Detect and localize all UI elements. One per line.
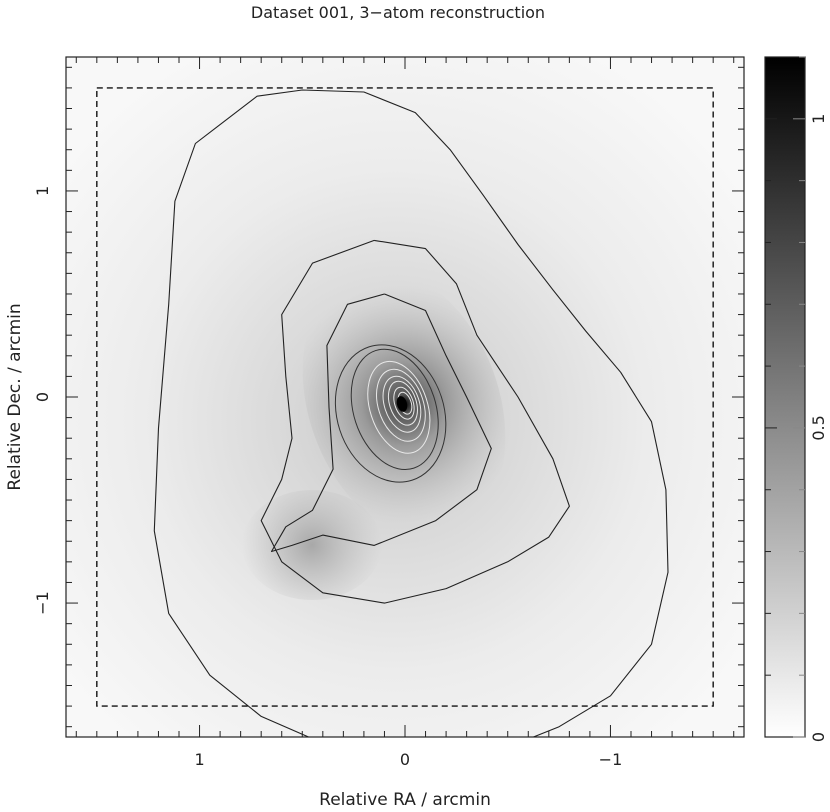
- inner-contour: [367, 360, 431, 454]
- colorbar-gradient: [764, 56, 806, 738]
- dashed-box: [96, 87, 714, 707]
- y-tick-label: 1: [33, 186, 52, 196]
- colorbar: 00.51: [764, 56, 828, 742]
- inner-contour: [382, 375, 422, 433]
- chart-title: Dataset 001, 3−atom reconstruction: [251, 3, 545, 22]
- secondary-source-glow: [242, 490, 382, 600]
- inner-contour: [350, 348, 439, 471]
- inner-contour: [387, 380, 418, 426]
- colorbar-ticks: 00.51: [765, 56, 828, 742]
- x-axis-ticks: 1 0 −1: [75, 57, 735, 769]
- plot-area: [66, 57, 744, 737]
- inner-contour: [376, 368, 426, 442]
- inner-contour: [334, 344, 447, 483]
- peak-core: [396, 396, 408, 412]
- x-tick-label: −1: [599, 750, 623, 769]
- contour-lines: [153, 89, 669, 737]
- x-tick-label: 1: [194, 750, 204, 769]
- y-tick-label: 0: [33, 392, 52, 402]
- contour-third: [270, 293, 492, 553]
- colorbar-tick-label: 0.5: [809, 415, 828, 440]
- y-axis-label: Relative Dec. / arcmin: [5, 303, 25, 490]
- y-tick-label: −1: [33, 591, 52, 615]
- x-tick-label: 0: [400, 750, 410, 769]
- colorbar-tick-label: 0: [809, 732, 828, 742]
- inner-contour: [393, 386, 415, 420]
- contour-second: [260, 239, 570, 604]
- colorbar-tick-label: 1: [809, 114, 828, 124]
- contour-outer: [153, 89, 669, 737]
- y-axis-ticks: 1 0 −1: [33, 66, 744, 728]
- x-axis-label: Relative RA / arcmin: [319, 790, 491, 810]
